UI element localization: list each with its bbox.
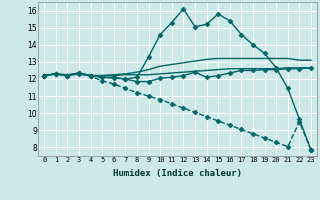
X-axis label: Humidex (Indice chaleur): Humidex (Indice chaleur)	[113, 169, 242, 178]
